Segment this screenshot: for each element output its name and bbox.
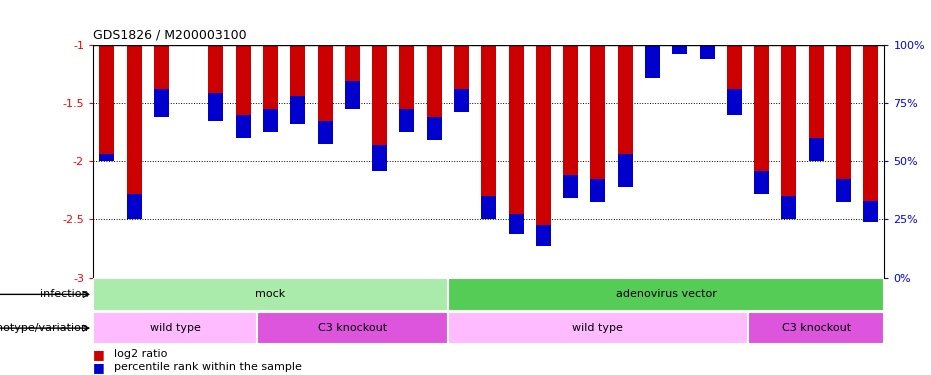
Bar — [448, 278, 884, 310]
Bar — [590, 45, 605, 202]
Bar — [781, 196, 796, 219]
Bar — [236, 45, 250, 138]
Bar — [209, 45, 223, 121]
Bar — [809, 45, 824, 161]
Bar — [263, 45, 278, 132]
Bar — [317, 45, 332, 144]
Bar — [863, 45, 878, 222]
Bar — [481, 45, 496, 219]
Bar — [290, 45, 305, 124]
Bar — [672, 45, 687, 54]
Bar — [93, 278, 448, 310]
Text: ■: ■ — [93, 348, 105, 361]
Bar — [448, 312, 748, 344]
Bar — [100, 45, 115, 161]
Bar — [481, 196, 496, 219]
Text: ■: ■ — [93, 361, 105, 374]
Bar — [399, 109, 414, 132]
Bar — [344, 81, 360, 109]
Bar — [727, 89, 742, 115]
Bar — [699, 45, 715, 59]
Bar — [836, 45, 851, 202]
Bar — [257, 312, 448, 344]
Bar — [536, 225, 551, 246]
Bar — [754, 171, 769, 194]
Bar — [563, 175, 578, 198]
Text: C3 knockout: C3 knockout — [782, 323, 851, 333]
Bar — [454, 89, 469, 112]
Bar — [127, 45, 142, 219]
Bar — [617, 45, 633, 187]
Bar — [209, 93, 223, 121]
Bar — [182, 20, 196, 45]
Bar — [672, 20, 687, 54]
Bar — [508, 45, 523, 234]
Bar — [563, 45, 578, 198]
Text: genotype/variation: genotype/variation — [0, 323, 88, 333]
Bar — [236, 115, 250, 138]
Bar — [727, 45, 742, 115]
Bar — [317, 121, 332, 144]
Bar — [372, 145, 387, 171]
Bar — [781, 45, 796, 219]
Text: percentile rank within the sample: percentile rank within the sample — [114, 363, 302, 372]
Bar — [154, 89, 169, 117]
Bar — [645, 43, 660, 78]
Bar — [426, 45, 441, 140]
Bar — [508, 214, 523, 234]
Bar — [748, 312, 884, 344]
Bar — [426, 117, 441, 140]
Bar — [290, 96, 305, 124]
Bar — [127, 194, 142, 219]
Bar — [809, 138, 824, 161]
Text: adenovirus vector: adenovirus vector — [615, 290, 717, 299]
Bar — [154, 45, 169, 117]
Text: wild type: wild type — [150, 323, 200, 333]
Bar — [836, 178, 851, 202]
Text: log2 ratio: log2 ratio — [114, 350, 167, 359]
Bar — [344, 45, 360, 109]
Bar — [754, 45, 769, 194]
Text: GDS1826 / M200003100: GDS1826 / M200003100 — [93, 28, 247, 41]
Bar — [645, 45, 660, 78]
Text: C3 knockout: C3 knockout — [317, 323, 387, 333]
Bar — [454, 45, 469, 112]
Text: mock: mock — [255, 290, 286, 299]
Bar — [399, 45, 414, 132]
Bar — [100, 154, 115, 161]
Bar — [617, 154, 633, 187]
Bar — [263, 109, 278, 132]
Bar — [93, 312, 257, 344]
Bar — [863, 201, 878, 222]
Bar — [372, 45, 387, 171]
Bar — [699, 26, 715, 59]
Bar — [590, 178, 605, 202]
Text: infection: infection — [40, 290, 88, 299]
Bar — [536, 45, 551, 246]
Text: wild type: wild type — [573, 323, 624, 333]
